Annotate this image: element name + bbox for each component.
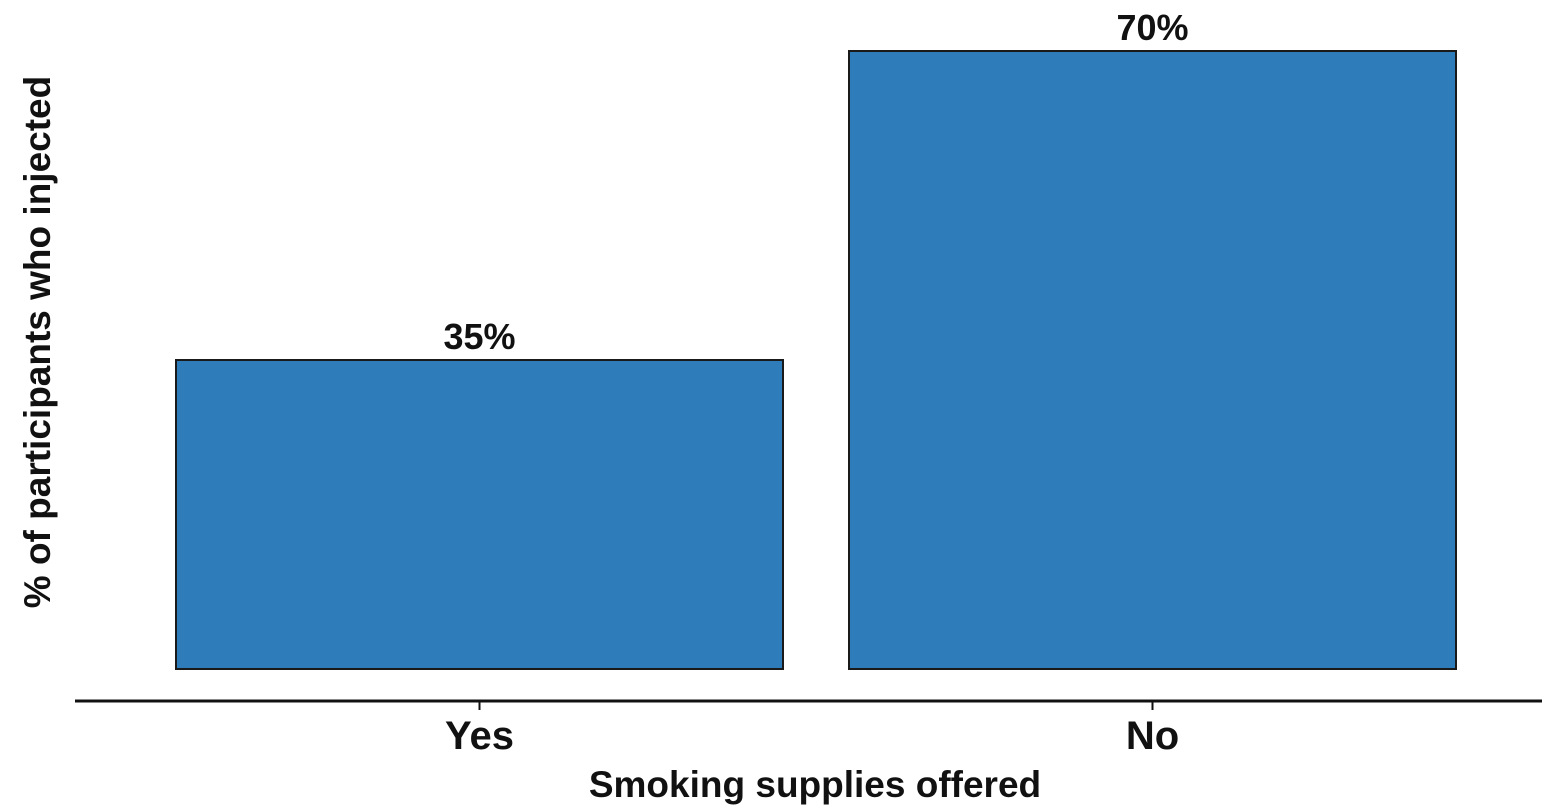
data-label-no: 70% — [1116, 7, 1188, 48]
x-tick-label-no: No — [1126, 714, 1179, 758]
x-axis-title: Smoking supplies offered — [589, 764, 1041, 805]
data-labels-layer: 35% 70% — [443, 7, 1188, 357]
data-label-yes: 35% — [443, 316, 515, 357]
x-tick-label-yes: Yes — [445, 714, 514, 758]
x-ticks-layer: Yes No — [445, 701, 1179, 758]
bar-no — [848, 50, 1457, 670]
y-axis-title: % of participants who injected — [17, 76, 58, 608]
bars-layer — [175, 50, 1457, 670]
bar-yes — [175, 359, 784, 670]
